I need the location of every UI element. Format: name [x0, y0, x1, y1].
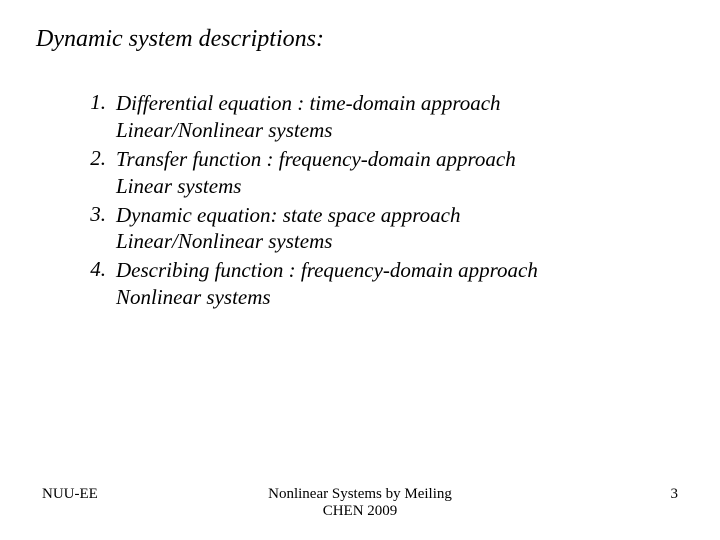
item-line: Linear/Nonlinear systems	[116, 117, 654, 144]
slide-title: Dynamic system descriptions:	[36, 26, 324, 53]
item-line: Differential equation : time-domain appr…	[116, 90, 654, 117]
item-number: 3.	[84, 202, 116, 256]
item-line: Describing function : frequency-domain a…	[116, 257, 654, 284]
slide: Dynamic system descriptions: 1. Differen…	[0, 0, 720, 540]
item-line: Nonlinear systems	[116, 284, 654, 311]
list-item: 4. Describing function : frequency-domai…	[84, 257, 654, 311]
footer-center-line: Nonlinear Systems by Meiling	[268, 486, 452, 503]
content-list: 1. Differential equation : time-domain a…	[84, 90, 654, 313]
item-lines: Dynamic equation: state space approach L…	[116, 202, 654, 256]
item-line: Linear/Nonlinear systems	[116, 228, 654, 255]
list-item: 3. Dynamic equation: state space approac…	[84, 202, 654, 256]
item-lines: Describing function : frequency-domain a…	[116, 257, 654, 311]
item-lines: Differential equation : time-domain appr…	[116, 90, 654, 144]
item-number: 2.	[84, 146, 116, 200]
item-number: 4.	[84, 257, 116, 311]
footer-center: Nonlinear Systems by Meiling CHEN 2009	[0, 486, 720, 520]
footer: NUU-EE Nonlinear Systems by Meiling CHEN…	[0, 486, 720, 526]
item-lines: Transfer function : frequency-domain app…	[116, 146, 654, 200]
item-line: Dynamic equation: state space approach	[116, 202, 654, 229]
footer-center-line: CHEN 2009	[268, 503, 452, 520]
footer-page-number: 3	[671, 486, 679, 503]
list-item: 2. Transfer function : frequency-domain …	[84, 146, 654, 200]
item-number: 1.	[84, 90, 116, 144]
item-line: Linear systems	[116, 173, 654, 200]
item-line: Transfer function : frequency-domain app…	[116, 146, 654, 173]
list-item: 1. Differential equation : time-domain a…	[84, 90, 654, 144]
